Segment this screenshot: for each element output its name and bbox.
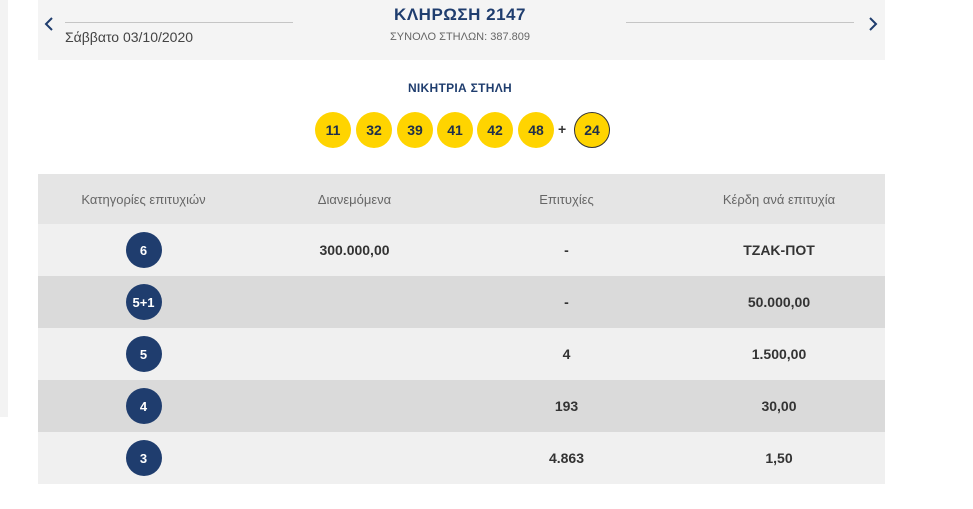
- table-row: 6 300.000,00 - ΤΖΑΚ-ΠΟΤ: [38, 224, 885, 276]
- category-badge: 4: [125, 388, 162, 424]
- column-header-distributed: Διανεμόμενα: [317, 191, 392, 207]
- prize-value: 30,00: [761, 398, 797, 414]
- header-divider-left: [65, 22, 293, 23]
- column-header-categories: Κατηγορίες επιτυχιών: [81, 191, 206, 207]
- bonus-number-ball: 24: [574, 112, 610, 148]
- left-sidebar-strip: [0, 0, 8, 417]
- table-header: Κατηγορίες επιτυχιών Διανεμόμενα Επιτυχί…: [38, 174, 885, 224]
- total-columns: ΣΥΝΟΛΟ ΣΤΗΛΩΝ: 387.809: [389, 31, 531, 43]
- column-header-winners: Επιτυχίες: [539, 191, 594, 207]
- category-badge: 5+1: [125, 284, 162, 320]
- number-ball: 32: [356, 112, 392, 148]
- chevron-left-icon: [44, 17, 53, 31]
- category-badge: 5: [125, 336, 162, 372]
- table-row: 5 4 1.500,00: [38, 328, 885, 380]
- number-ball: 41: [437, 112, 473, 148]
- table-row: 3 4.863 1,50: [38, 432, 885, 484]
- number-ball: 42: [477, 112, 513, 148]
- number-ball: 39: [397, 112, 433, 148]
- prize-value: 1.500,00: [751, 346, 807, 362]
- table-row: 5+1 - 50.000,00: [38, 276, 885, 328]
- prize-categories-table: Κατηγορίες επιτυχιών Διανεμόμενα Επιτυχί…: [38, 174, 885, 484]
- draw-date: Σάββατο 03/10/2020: [65, 29, 194, 45]
- category-badge: 3: [125, 440, 162, 476]
- category-badge: 6: [125, 232, 162, 268]
- previous-draw-button[interactable]: [42, 12, 58, 36]
- distributed-value: 300.000,00: [319, 242, 390, 258]
- prize-value: 50.000,00: [747, 294, 811, 310]
- number-ball: 48: [518, 112, 554, 148]
- winning-column-label: ΝΙΚΗΤΡΙΑ ΣΤΗΛΗ: [407, 81, 513, 95]
- winners-value: -: [564, 294, 569, 310]
- plus-sign: +: [558, 121, 567, 137]
- winners-value: 4.863: [548, 450, 585, 466]
- number-ball: 11: [315, 112, 351, 148]
- winners-value: -: [564, 242, 569, 258]
- column-header-prize: Κέρδη ανά επιτυχία: [722, 191, 836, 207]
- draw-title: ΚΛΗΡΩΣΗ 2147: [394, 5, 526, 24]
- chevron-right-icon: [869, 17, 878, 31]
- table-row: 4 193 30,00: [38, 380, 885, 432]
- prize-value: ΤΖΑΚ-ΠΟΤ: [743, 242, 815, 258]
- header-divider-right: [626, 22, 854, 23]
- winners-value: 193: [554, 398, 579, 414]
- winners-value: 4: [562, 346, 571, 362]
- next-draw-button[interactable]: [864, 12, 880, 36]
- prize-value: 1,50: [765, 450, 793, 466]
- draw-header-card: [38, 0, 885, 60]
- winning-numbers: 11 32 39 41 42 48 24: [0, 112, 973, 148]
